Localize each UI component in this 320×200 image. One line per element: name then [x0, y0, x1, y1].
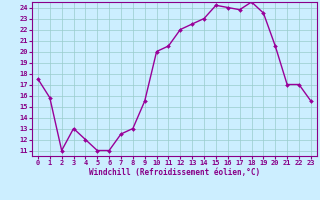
X-axis label: Windchill (Refroidissement éolien,°C): Windchill (Refroidissement éolien,°C): [89, 168, 260, 177]
